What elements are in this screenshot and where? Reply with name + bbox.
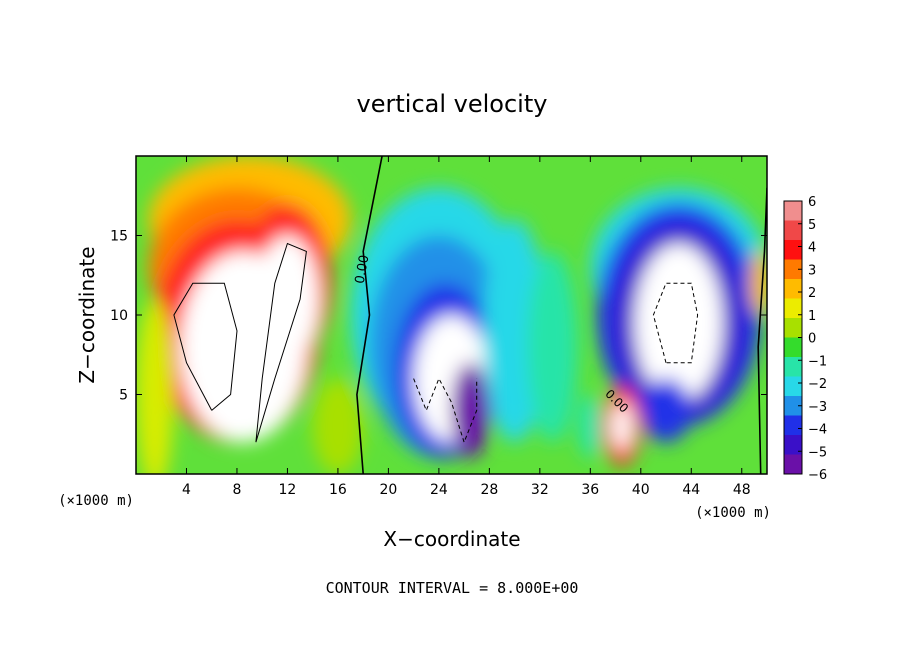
field-blob-21	[611, 402, 632, 451]
colorbar-swatch-1	[784, 220, 802, 241]
x-tick-label-12: 12	[279, 482, 297, 498]
field-blob-5	[255, 235, 319, 363]
x-tick-label-44: 44	[682, 482, 700, 498]
x-tick-label-16: 16	[329, 482, 347, 498]
x-tick-label-24: 24	[430, 482, 448, 498]
colorbar-swatch-6	[784, 318, 802, 338]
field-blob-18	[634, 243, 723, 403]
field-blob-7	[312, 378, 364, 474]
colorbar-label-0: 6	[808, 195, 816, 210]
chart-title: vertical velocity	[357, 90, 548, 118]
field-blob-14	[527, 251, 578, 443]
field-blob-12	[451, 362, 490, 459]
colorbar-label-5: 1	[808, 309, 816, 324]
y-tick-label-10: 10	[110, 308, 128, 324]
x-tick-label-28: 28	[480, 482, 498, 498]
colorbar-label-8: −2	[808, 377, 827, 392]
colorbar-swatch-3	[784, 259, 802, 280]
contour-line-0	[356, 156, 383, 474]
contour-line-4	[652, 282, 699, 364]
colorbar-label-6: 0	[808, 332, 816, 347]
x-unit-label-right: (×1000 m)	[695, 505, 771, 521]
colorbar-swatch-7	[784, 337, 802, 358]
contour-label-a: 0.00	[353, 254, 373, 285]
colorbar-swatch-10	[784, 396, 802, 416]
y-axis-label: Z−coordinate	[75, 246, 99, 383]
colorbar-label-12: −6	[808, 468, 827, 483]
contour-line-5	[413, 377, 478, 444]
x-tick-label-32: 32	[531, 482, 549, 498]
x-tick-label-20: 20	[379, 482, 397, 498]
colorbar-swatch-0	[784, 201, 802, 221]
colorbar-label-7: −1	[808, 354, 827, 369]
colorbar-label-1: 5	[808, 218, 816, 233]
x-axis-ticks: 4 8 12 16 20 24 28 32 36 40 44 48	[182, 156, 751, 498]
field-blob-6	[136, 299, 174, 474]
colorbar-swatch-12	[784, 435, 802, 455]
colorbar-swatch-2	[784, 240, 802, 260]
x-axis-label: X−coordinate	[383, 527, 520, 551]
colorbar-label-11: −5	[808, 445, 827, 460]
y-axis-ticks: 5 10 15	[110, 229, 767, 404]
field-blob-23	[577, 394, 603, 459]
y-tick-label-5: 5	[119, 388, 128, 404]
colorbar-label-10: −4	[808, 423, 827, 438]
colorbar-swatch-13	[784, 454, 802, 475]
colorbar-label-3: 3	[808, 263, 816, 278]
x-unit-label-left: (×1000 m)	[58, 493, 134, 509]
colorbar-swatch-5	[784, 298, 802, 319]
contour-line-1	[757, 187, 767, 474]
colorbar-label-9: −3	[808, 400, 827, 415]
colorbar-label-2: 4	[808, 241, 816, 256]
field-blob-19	[640, 378, 692, 443]
x-tick-label-8: 8	[232, 482, 241, 498]
colorbar-swatch-4	[784, 279, 802, 299]
colorbar-swatch-11	[784, 415, 802, 436]
contour-line-3	[255, 242, 307, 443]
contour-interval-note: CONTOUR INTERVAL = 8.000E+00	[326, 579, 579, 597]
colorbar-swatch-8	[784, 357, 802, 377]
x-tick-label-40: 40	[632, 482, 650, 498]
colorbar: 6 5 4 3 2 1 0 −1 −2 −3 −4 −5 −6	[783, 195, 827, 483]
y-tick-label-15: 15	[110, 229, 128, 245]
velocity-field	[136, 156, 767, 474]
colorbar-label-4: 2	[808, 286, 816, 301]
x-tick-label-36: 36	[581, 482, 599, 498]
x-tick-label-4: 4	[182, 482, 191, 498]
contour-line-2	[173, 282, 238, 411]
x-tick-label-48: 48	[733, 482, 751, 498]
colorbar-swatch-9	[784, 376, 802, 397]
